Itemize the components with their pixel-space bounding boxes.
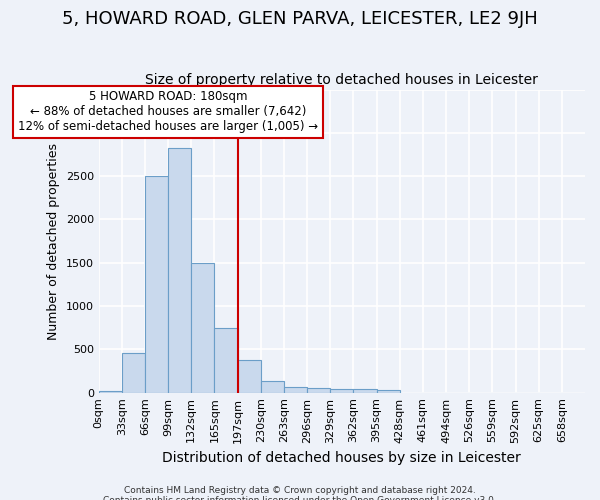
Bar xyxy=(98,391,122,392)
Bar xyxy=(122,353,145,393)
Bar xyxy=(145,176,168,392)
Bar xyxy=(191,263,214,392)
Bar xyxy=(353,389,377,392)
Text: Contains public sector information licensed under the Open Government Licence v3: Contains public sector information licen… xyxy=(103,496,497,500)
Text: 5 HOWARD ROAD: 180sqm
← 88% of detached houses are smaller (7,642)
12% of semi-d: 5 HOWARD ROAD: 180sqm ← 88% of detached … xyxy=(18,90,318,134)
Bar xyxy=(214,328,238,392)
Bar xyxy=(284,386,307,392)
Y-axis label: Number of detached properties: Number of detached properties xyxy=(47,142,60,340)
Bar xyxy=(330,389,353,392)
Bar xyxy=(261,380,284,392)
Bar xyxy=(238,360,261,392)
Bar xyxy=(168,148,191,392)
X-axis label: Distribution of detached houses by size in Leicester: Distribution of detached houses by size … xyxy=(163,451,521,465)
Bar xyxy=(377,390,400,392)
Text: Contains HM Land Registry data © Crown copyright and database right 2024.: Contains HM Land Registry data © Crown c… xyxy=(124,486,476,495)
Text: 5, HOWARD ROAD, GLEN PARVA, LEICESTER, LE2 9JH: 5, HOWARD ROAD, GLEN PARVA, LEICESTER, L… xyxy=(62,10,538,28)
Bar xyxy=(307,388,330,392)
Title: Size of property relative to detached houses in Leicester: Size of property relative to detached ho… xyxy=(145,73,538,87)
